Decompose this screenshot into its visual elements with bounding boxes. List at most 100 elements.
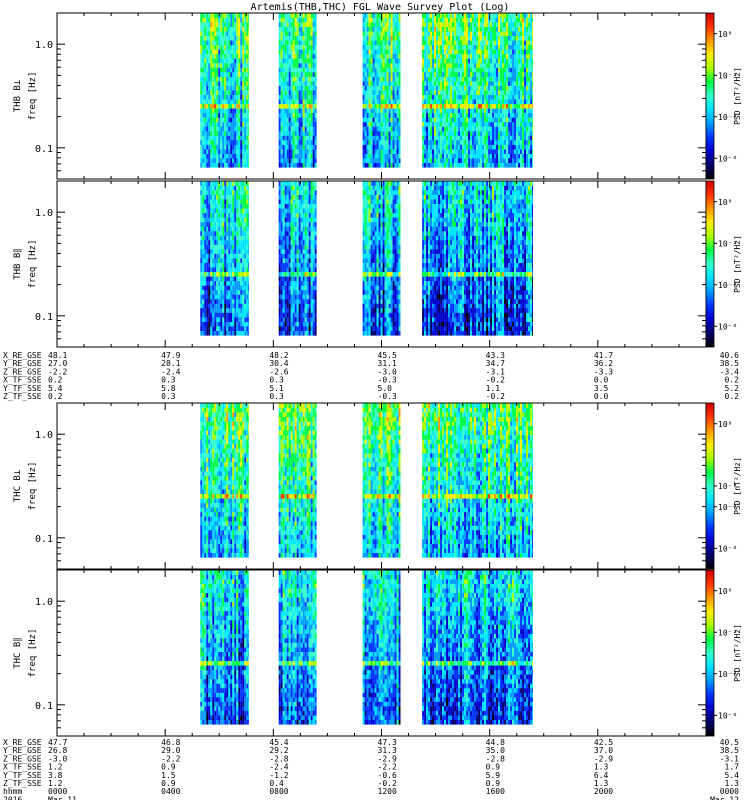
spectrogram-cell [506, 130, 509, 136]
spectrogram-cell [430, 58, 433, 64]
spectrogram-cell [524, 35, 527, 41]
spectrogram-cell [368, 99, 371, 105]
spectrogram-cell [212, 208, 215, 214]
spectrogram-cell [236, 326, 239, 331]
spectrogram-cell [212, 194, 215, 200]
spectrogram-cell [214, 62, 217, 68]
spectrogram-cell [472, 94, 475, 100]
spectrogram-cell [528, 81, 531, 86]
spectrogram-cell [474, 99, 477, 105]
spectrogram-cell [280, 26, 283, 32]
spectrogram-cell [212, 135, 215, 141]
spectrogram-cell [514, 126, 517, 132]
spectrogram-cell [458, 94, 461, 100]
spectrogram-cell [280, 103, 283, 109]
spectrogram-cell [216, 35, 219, 41]
spectrogram-cell [306, 117, 309, 123]
spectrogram-cell [482, 81, 485, 86]
spectrogram-cell [530, 40, 533, 46]
spectrogram-cell [298, 121, 301, 127]
spectrogram-cell [426, 26, 429, 32]
spectrogram-cell [204, 289, 207, 295]
spectrogram-cell [498, 26, 501, 32]
spectrogram-cell [378, 62, 381, 68]
spectrogram-cell [466, 76, 469, 82]
spectrogram-cell [240, 253, 243, 259]
spectrogram-cell [422, 62, 425, 68]
spectrogram-cell [396, 117, 399, 123]
spectrogram-cell [240, 267, 243, 273]
spectrogram-cell [236, 289, 239, 295]
spectrogram-cell [242, 303, 245, 309]
spectrogram-cell [428, 67, 431, 73]
spectrogram-cell [224, 199, 227, 204]
spectrogram-cell [430, 162, 433, 168]
spectrogram-cell [226, 298, 229, 304]
spectrogram-cell [522, 44, 525, 50]
spectrogram-cell [474, 85, 477, 91]
spectrogram-cell [460, 117, 463, 123]
spectrogram-cell [370, 153, 373, 159]
spectrogram-cell [466, 31, 469, 36]
spectrogram-cell [422, 117, 425, 123]
spectrogram-cell [376, 158, 379, 163]
spectrogram-cell [218, 158, 221, 163]
spectrogram-cell [508, 58, 511, 64]
spectrogram-cell [510, 22, 513, 27]
spectrogram-cell [452, 94, 455, 100]
spectrogram-cell [512, 40, 515, 46]
spectrogram-cell [228, 253, 231, 259]
spectrogram-cell [222, 22, 225, 27]
spectrogram-cell [526, 153, 529, 159]
spectrogram-cell [222, 199, 225, 204]
spectrogram-cell [206, 149, 209, 154]
spectrogram-cell [530, 62, 533, 68]
spectrogram-cell [240, 321, 243, 327]
spectrogram-cell [370, 135, 373, 141]
spectrogram-cell [504, 135, 507, 141]
spectrogram-cell [498, 58, 501, 64]
spectrogram-cell [398, 67, 401, 73]
spectrogram-cell [218, 140, 221, 145]
spectrogram-cell [210, 126, 213, 132]
spectrogram-cell [480, 108, 483, 114]
spectrogram-cell [294, 35, 297, 41]
spectrogram-cell [378, 17, 381, 23]
spectrogram-cell [204, 126, 207, 132]
spectrogram-cell [224, 49, 227, 55]
spectrogram-cell [486, 112, 489, 118]
spectrogram-cell [290, 126, 293, 132]
spectrogram-cell [230, 158, 233, 163]
spectrogram-cell [226, 303, 229, 309]
spectrogram-cell [366, 162, 369, 168]
spectrogram-cell [428, 85, 431, 91]
spectrogram-cell [484, 22, 487, 27]
spectrogram-cell [498, 103, 501, 109]
spectrogram-cell [376, 67, 379, 73]
spectrogram-cell [210, 35, 213, 41]
spectrogram-cell [428, 135, 431, 141]
spectrogram-cell [200, 221, 203, 227]
spectrogram-cell [478, 58, 481, 64]
spectrogram-cell [202, 103, 205, 109]
spectrogram-cell [456, 22, 459, 27]
spectrogram-cell [312, 58, 315, 64]
spectrogram-cell [206, 117, 209, 123]
spectrogram-cell [380, 40, 383, 46]
spectrogram-cell [238, 94, 241, 100]
spectrogram-cell [288, 90, 291, 95]
spectrogram-cell [226, 276, 229, 282]
spectrogram-cell [224, 40, 227, 46]
spectrogram-cell [436, 135, 439, 141]
spectrogram-cell [212, 235, 215, 241]
spectrogram-cell [292, 144, 295, 150]
spectrogram-cell [452, 112, 455, 118]
spectrogram-cell [230, 317, 233, 322]
spectrogram-cell [230, 235, 233, 241]
spectrogram-cell [500, 130, 503, 136]
spectrogram-cell [518, 81, 521, 86]
spectrogram-cell [292, 90, 295, 95]
spectrogram-cell [502, 158, 505, 163]
spectrogram-cell [512, 76, 515, 82]
spectrogram-cell [244, 76, 247, 82]
